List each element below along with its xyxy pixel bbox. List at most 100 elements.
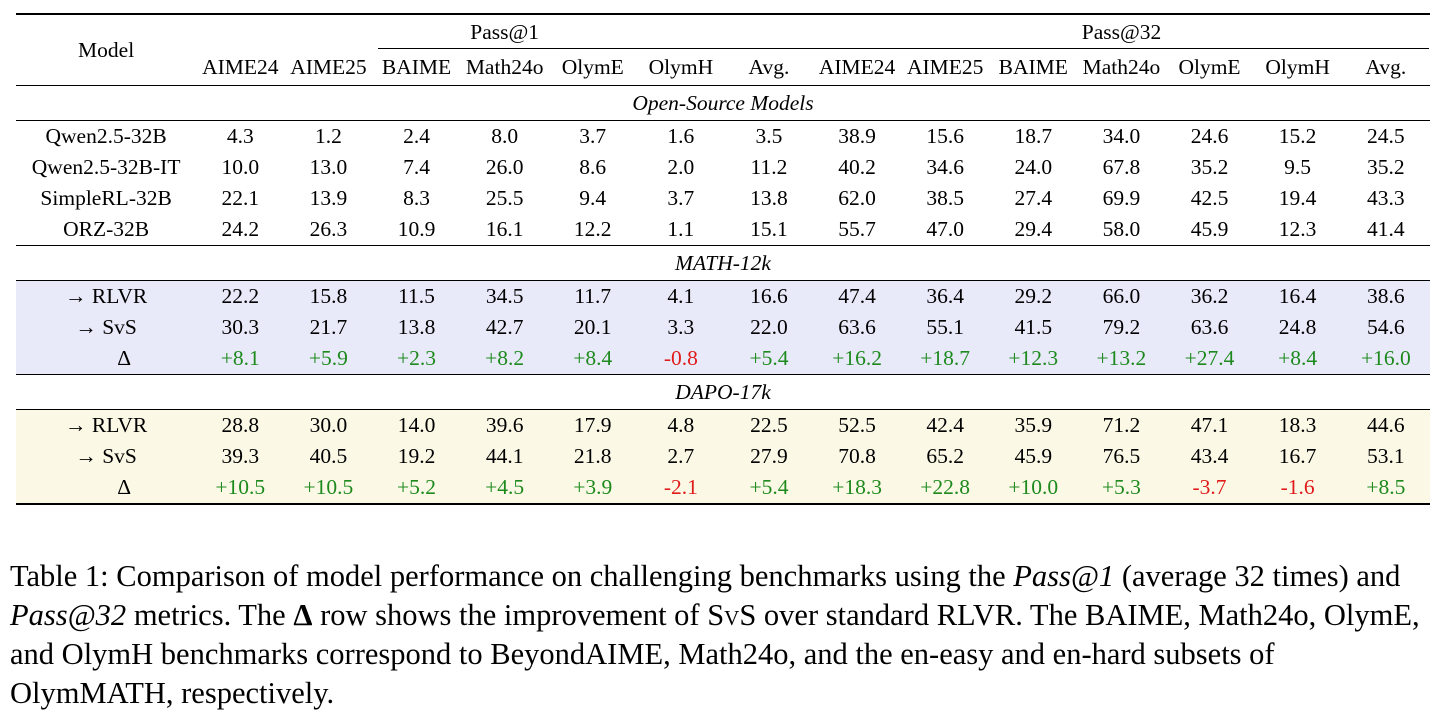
delta-row: Δ +10.5 +10.5 +5.2 +4.5 +3.9 -2.1 +5.4 +18.3 +22.… <box>16 472 1430 505</box>
table-cell: 2.4 <box>403 124 430 148</box>
column-header: BAIME <box>998 54 1068 79</box>
table-cell: 62.0 <box>838 186 876 210</box>
table-cell: 2.7 <box>636 441 725 472</box>
section-title: Open-Source Models <box>16 85 1430 121</box>
pass1-group-label: Pass@1 <box>470 19 540 44</box>
table-cell: +12.3 <box>989 343 1078 375</box>
table-cell: 15.1 <box>750 217 788 241</box>
table-cell: 27.9 <box>724 441 814 472</box>
column-header: BAIME <box>381 54 452 79</box>
table-cell: 63.6 <box>1165 312 1254 343</box>
table-cell: 29.2 <box>989 280 1078 312</box>
column-header: OlymE <box>561 54 624 79</box>
table-cell: 9.5 <box>1284 155 1312 179</box>
table-cell: 58.0 <box>1102 217 1141 241</box>
pass1-group-header: Pass@1 <box>196 14 985 49</box>
table-cell: 36.4 <box>901 280 990 312</box>
table-cell: 21.7 <box>284 312 373 343</box>
caption-text: (average 32 times) and <box>1114 559 1401 593</box>
table-cell: 18.3 <box>1253 409 1342 441</box>
table-cell: 15.2 <box>1278 124 1317 148</box>
table-cell: 47.1 <box>1165 409 1254 441</box>
table-cell: 15.6 <box>926 124 964 148</box>
table-cell: +2.3 <box>372 343 461 375</box>
table-cell: 10.0 <box>221 155 260 179</box>
model-name-cell: → RLVR <box>16 409 197 441</box>
table-cell: 34.0 <box>1102 124 1141 148</box>
table-cell: +5.3 <box>1077 472 1166 505</box>
table-cell: 26.3 <box>309 217 348 241</box>
table-cell: +8.1 <box>196 343 285 375</box>
table-cell: 52.5 <box>813 409 902 441</box>
delta-label: Δ <box>16 472 197 505</box>
table-cell: 14.0 <box>372 409 461 441</box>
caption-metric-pass1: Pass@1 <box>1013 559 1115 593</box>
header-row-benchmarks: AIME24 AIME25 BAIME Math24o OlymE OlymH … <box>16 49 1430 86</box>
table-cell: 16.1 <box>485 217 524 241</box>
caption-text: Table 1: Comparison of model performance… <box>10 559 1014 593</box>
model-name-cell: → SvS <box>16 312 197 343</box>
table-cell: 43.3 <box>1367 186 1405 210</box>
table-cell: +13.2 <box>1077 343 1166 375</box>
model-name-cell: → RLVR <box>16 280 197 312</box>
table-cell: 24.8 <box>1253 312 1342 343</box>
table-cell: +8.4 <box>548 343 637 375</box>
table-cell: 22.1 <box>221 186 260 210</box>
table-cell: 8.6 <box>579 155 607 179</box>
table-cell: 43.4 <box>1165 441 1254 472</box>
table-cell: 65.2 <box>901 441 990 472</box>
table-cell: 42.4 <box>901 409 990 441</box>
table-cell: +8.2 <box>460 343 549 375</box>
column-header: AIME25 <box>906 54 984 79</box>
table-cell: +8.4 <box>1253 343 1342 375</box>
table-cell: 21.8 <box>548 441 637 472</box>
table-cell: 45.9 <box>1190 217 1229 241</box>
table-cell: 13.0 <box>309 155 348 179</box>
section-row-math12k: MATH-12k <box>16 245 1430 281</box>
table-cell: 55.7 <box>838 217 876 241</box>
table-cell: 40.2 <box>838 155 876 179</box>
table-cell: +10.5 <box>284 472 373 505</box>
table-cell: +27.4 <box>1165 343 1254 375</box>
table-cell: +4.5 <box>460 472 549 505</box>
table-cell: +16.0 <box>1341 343 1430 375</box>
table-cell: 55.1 <box>901 312 990 343</box>
table-cell: 69.9 <box>1102 186 1141 210</box>
model-name-cell: Qwen2.5-32B-IT <box>31 155 181 179</box>
table-cell: 39.3 <box>196 441 285 472</box>
table-cell: 13.8 <box>372 312 461 343</box>
table-cell: 3.3 <box>636 312 725 343</box>
table-cell: 10.9 <box>397 217 436 241</box>
table-cell: +5.2 <box>372 472 461 505</box>
table-cell: 36.2 <box>1165 280 1254 312</box>
column-header: Math24o <box>1082 54 1161 79</box>
table-cell: 76.5 <box>1077 441 1166 472</box>
table-cell: 29.4 <box>1014 217 1053 241</box>
table-cell: 1.6 <box>667 124 695 148</box>
table-cell: 22.5 <box>724 409 814 441</box>
table-cell: 66.0 <box>1077 280 1166 312</box>
table-cell: 22.2 <box>196 280 285 312</box>
table-cell: 22.0 <box>724 312 814 343</box>
table-cell: 27.4 <box>1014 186 1053 210</box>
delta-label: Δ <box>16 343 197 375</box>
group-underline <box>817 47 1430 49</box>
table-cell: +22.8 <box>901 472 990 505</box>
caption-metric-pass32: Pass@32 <box>10 598 127 632</box>
table-cell: 19.4 <box>1278 186 1317 210</box>
table-cell: 12.2 <box>573 217 612 241</box>
table-cell: 12.3 <box>1278 217 1317 241</box>
table-cell: 9.4 <box>579 186 607 210</box>
caption-text: row shows the improvement of <box>312 598 708 632</box>
table-cell: +10.0 <box>989 472 1078 505</box>
section-row-open-source: Open-Source Models <box>16 85 1430 121</box>
table-cell: 44.6 <box>1341 409 1430 441</box>
table-cell: 11.7 <box>548 280 637 312</box>
table-cell: 16.6 <box>724 280 814 312</box>
table-cell: 42.5 <box>1190 186 1229 210</box>
table-cell: -1.6 <box>1253 472 1342 505</box>
table-cell: 34.6 <box>926 155 964 179</box>
table-cell: 4.8 <box>636 409 725 441</box>
table-cell: 17.9 <box>548 409 637 441</box>
table-cell: 38.6 <box>1341 280 1430 312</box>
